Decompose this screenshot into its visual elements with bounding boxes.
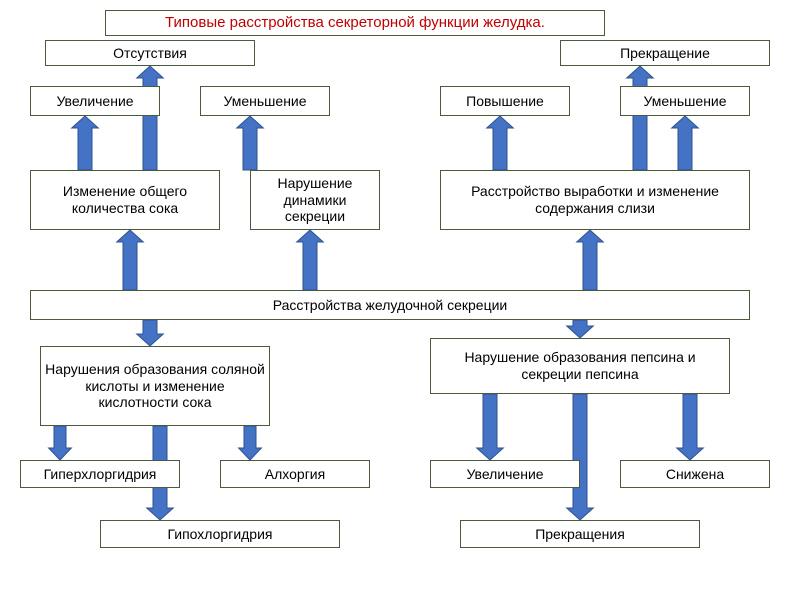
node-achlor: Алхоргия	[220, 460, 370, 488]
node-dec3: Снижена	[620, 460, 770, 488]
node-pov: Повышение	[440, 86, 570, 116]
arrow-hcl-hyper	[49, 426, 72, 460]
arrow-pepsin-stop2	[567, 394, 594, 520]
arrow-juice-dec1	[237, 116, 264, 170]
node-pepsin: Нарушение образования пепсина и секреции…	[430, 338, 730, 394]
node-absence: Отсутствия	[45, 40, 255, 66]
node-hcl: Нарушения образования соляной кислоты и …	[40, 346, 270, 426]
node-hyper: Гиперхлоргидрия	[20, 460, 180, 488]
arrow-central-mucus	[577, 230, 604, 290]
node-dec2: Уменьшение	[620, 86, 750, 116]
arrow-juice-inc1	[72, 116, 99, 170]
arrow-mucus-dec2	[672, 116, 699, 170]
arrow-central-dyn	[297, 230, 324, 290]
node-dyn: Нарушение динамики секреции	[250, 170, 380, 230]
arrow-pepsin-inc2	[477, 394, 504, 460]
node-stop2: Прекращения	[460, 520, 700, 548]
arrow-pepsin-dec3	[677, 394, 704, 460]
node-hypo: Гипохлоргидрия	[100, 520, 340, 548]
arrow-central-hcl	[137, 320, 164, 346]
node-juice: Изменение общего количества сока	[30, 170, 220, 230]
arrow-juice-absence	[137, 66, 164, 170]
node-mucus: Расстройство выработки и изменение содер…	[440, 170, 750, 230]
node-dec1: Уменьшение	[200, 86, 330, 116]
node-inc2: Увеличение	[430, 460, 580, 488]
arrow-mucus-stop	[627, 66, 654, 170]
node-central: Расстройства желудочной секреции	[30, 290, 750, 320]
arrow-hcl-achlor	[239, 426, 262, 460]
node-title: Типовые расстройства секреторной функции…	[105, 10, 605, 36]
arrow-mucus-pov	[487, 116, 514, 170]
arrow-central-juice	[117, 230, 144, 290]
node-stop: Прекращение	[560, 40, 770, 66]
node-inc1: Увеличение	[30, 86, 160, 116]
arrow-central-pepsin	[567, 320, 594, 338]
